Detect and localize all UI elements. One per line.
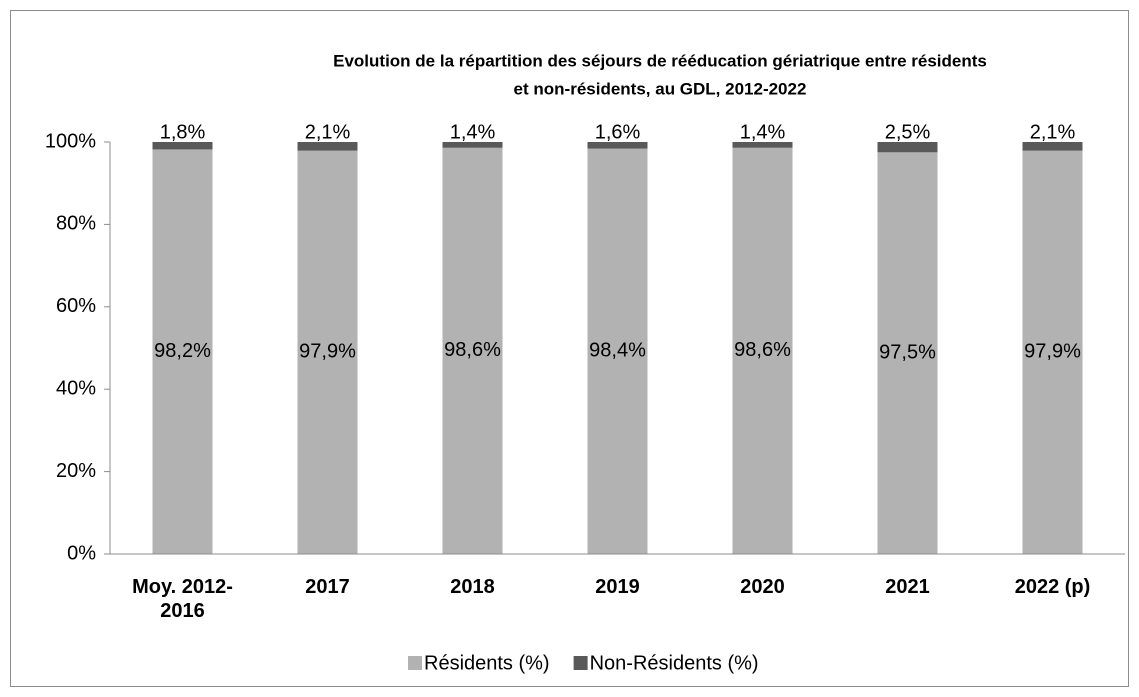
bar-segment	[877, 152, 938, 555]
bar-segment	[442, 142, 503, 148]
value-label: 98,2%	[154, 340, 211, 362]
legend-swatch	[573, 656, 588, 670]
value-label: 97,9%	[1024, 341, 1081, 363]
y-tick-label: 0%	[67, 542, 96, 564]
legend-label: Non-Résidents (%)	[590, 652, 759, 674]
bar-segment	[297, 142, 358, 151]
bar-segment	[587, 142, 648, 149]
bar-segment	[442, 147, 503, 554]
legend-label: Résidents (%)	[424, 652, 550, 674]
y-tick-label: 80%	[56, 213, 96, 235]
value-label: 97,5%	[879, 341, 936, 363]
x-tick-label: Moy. 2012-2016	[132, 576, 233, 622]
value-label: 1,4%	[450, 121, 496, 143]
value-label: 1,8%	[160, 121, 206, 143]
bar-segment	[732, 142, 793, 148]
bar-segment	[152, 142, 213, 150]
y-tick-label: 60%	[56, 295, 96, 317]
y-tick-label: 100%	[45, 130, 96, 152]
bar-segment	[1022, 142, 1083, 151]
value-label: 98,6%	[444, 339, 501, 361]
value-label: 98,6%	[734, 339, 791, 361]
chart-title: et non-résidents, au GDL, 2012-2022	[514, 79, 807, 98]
legend-swatch	[408, 656, 422, 670]
y-tick-label: 40%	[56, 377, 96, 399]
chart-title: Evolution de la répartition des séjours …	[333, 51, 987, 70]
value-label: 97,9%	[299, 341, 356, 363]
x-tick-label: 2022 (p)	[1014, 576, 1091, 598]
value-label: 98,4%	[589, 340, 646, 362]
value-label: 1,4%	[740, 121, 786, 143]
value-label: 1,6%	[595, 121, 641, 143]
x-tick-label: 2021	[885, 576, 930, 598]
bar-segment	[732, 147, 793, 554]
x-tick-label: 2020	[740, 576, 785, 598]
x-tick-label: 2018	[450, 576, 495, 598]
x-tick-label: 2019	[595, 576, 640, 598]
value-label: 2,1%	[305, 121, 351, 143]
x-tick-label: 2017	[305, 576, 350, 598]
bar-segment	[152, 149, 213, 554]
bar-segment	[587, 148, 648, 555]
value-label: 2,1%	[1030, 121, 1076, 143]
bar-segment	[1022, 150, 1083, 555]
y-tick-label: 20%	[56, 460, 96, 482]
bar-segment	[297, 150, 358, 555]
value-label: 2,5%	[885, 121, 931, 143]
bar-segment	[877, 142, 938, 153]
